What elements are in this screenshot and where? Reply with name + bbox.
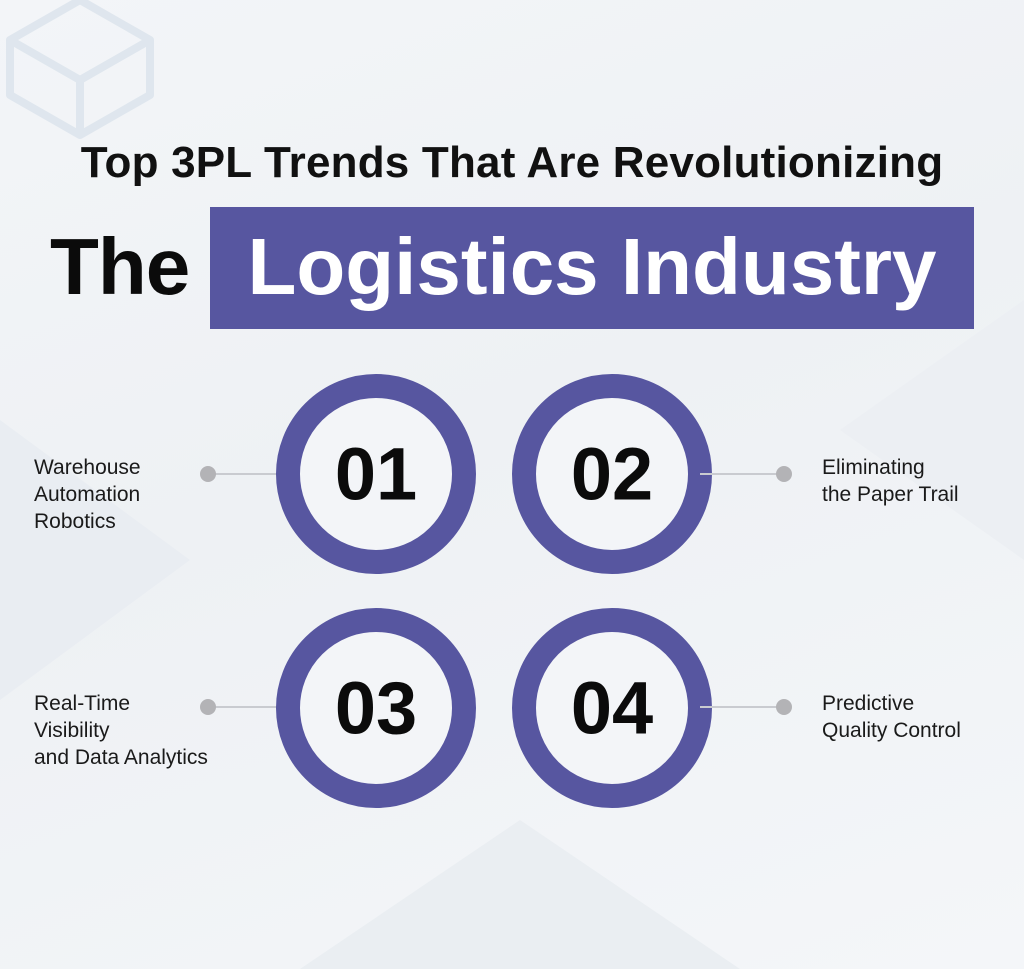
- title-highlight-text: Logistics Industry: [247, 222, 937, 311]
- trend-3-label: Real-Time Visibility and Data Analytics: [34, 692, 208, 769]
- trend-2-circle: 02: [512, 374, 712, 574]
- title-highlight-box: Logistics Industry: [210, 207, 974, 329]
- trend-2-label: Eliminating the Paper Trail: [822, 456, 959, 506]
- trend-1-connector: [208, 473, 288, 475]
- trend-3-dot: [200, 699, 216, 715]
- trend-1-circle: 01: [276, 374, 476, 574]
- trend-3-number: 03: [334, 666, 418, 750]
- trend-4-label: Predictive Quality Control: [822, 692, 961, 742]
- trend-1-number: 01: [334, 432, 418, 516]
- trend-2-connector: [700, 473, 784, 475]
- cube-outline-icon: [6, 0, 154, 139]
- trend-1-label: Warehouse Automation Robotics: [34, 456, 141, 533]
- trend-3-circle: 03: [276, 608, 476, 808]
- title-line2: The Logistics Industry: [0, 207, 1024, 329]
- trend-1-dot: [200, 466, 216, 482]
- trend-4-dot: [776, 699, 792, 715]
- trend-2-number: 02: [570, 432, 654, 516]
- title-plain-word: The: [50, 222, 190, 311]
- title-line1: Top 3PL Trends That Are Revolutionizing: [80, 138, 944, 187]
- trend-3-connector: [208, 706, 288, 708]
- trend-4-connector: [700, 706, 784, 708]
- trend-4-circle: 04: [512, 608, 712, 808]
- trend-4-number: 04: [570, 666, 654, 750]
- trend-2-dot: [776, 466, 792, 482]
